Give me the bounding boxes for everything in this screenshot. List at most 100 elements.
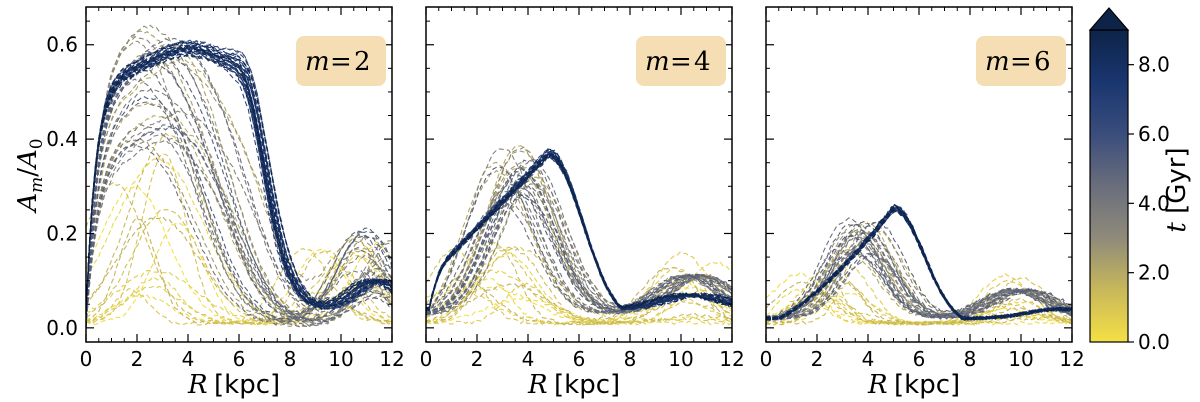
profile-curve: [766, 267, 1072, 326]
profile-curve: [426, 193, 732, 314]
profile-curve: [426, 242, 732, 324]
profile-curve: [86, 78, 392, 328]
panel-m2-badge: m = 2: [296, 36, 386, 86]
profile-curve: [86, 95, 392, 327]
panel-m6-badge: m = 6: [976, 36, 1066, 86]
x-tick-label: 12: [1059, 347, 1084, 371]
profile-curve: [86, 47, 392, 314]
colorbar-tick-label: 0.0: [1138, 330, 1170, 354]
colorbar-label-symbol: t: [1162, 222, 1192, 233]
svg-text:Am/A0: Am/A0: [13, 138, 47, 213]
profile-curve: [86, 126, 392, 327]
x-label-unit-2: [kpc]: [554, 370, 620, 400]
panel-m6-label-eq: =: [1010, 47, 1032, 77]
profile-curve: [86, 53, 392, 315]
x-tick-label: 2: [471, 347, 484, 371]
panel-m2-label-value: 2: [354, 47, 371, 77]
profile-curve: [766, 230, 1072, 321]
profile-curve: [86, 153, 392, 326]
profile-curve: [766, 209, 1072, 321]
x-tick-label: 10: [328, 347, 353, 371]
profile-curve: [766, 253, 1072, 321]
y-label-num-symbol: A: [13, 193, 43, 214]
y-label-den-sub: 0: [27, 138, 47, 149]
colorbar: 0.0 2.0 4.0 6.0 8.0 t [Gyr]: [1088, 7, 1192, 354]
profile-curve: [86, 139, 392, 327]
profile-curve: [86, 50, 392, 316]
colorbar-tick-label: 6.0: [1138, 122, 1170, 146]
profile-curve: [86, 46, 392, 313]
x-tick-label: 0: [760, 347, 773, 371]
x-axis-label-2: R [kpc]: [527, 370, 620, 400]
profile-curve: [86, 59, 392, 327]
x-tick-label: 8: [284, 347, 297, 371]
profile-curve: [86, 123, 392, 327]
panel-m6-label-value: 6: [1034, 47, 1051, 77]
x-tick-label: 10: [668, 347, 693, 371]
panel-m4-label-m: m: [645, 47, 670, 77]
colorbar-label: t [Gyr]: [1162, 147, 1192, 232]
profile-curve: [86, 101, 392, 327]
panel-m6-ticks: 0 2 4 6 8 10 12: [760, 7, 1085, 371]
y-label-num-sub: m: [27, 177, 47, 193]
x-tick-label: 4: [522, 347, 535, 371]
colorbar-ticks: 0.0 2.0 4.0 6.0 8.0: [1128, 53, 1170, 354]
colorbar-bar: [1089, 29, 1129, 343]
x-axis-label-1: R [kpc]: [187, 370, 280, 400]
profile-curve: [86, 248, 392, 326]
colorbar-tick-label: 8.0: [1138, 53, 1170, 77]
panel-m4-label-eq: =: [670, 47, 692, 77]
profile-curve: [426, 267, 732, 322]
y-axis-label: Am/A0: [13, 138, 47, 213]
panel-m4: 0 2 4 6 8 10 12 m = 4: [420, 6, 745, 371]
x-tick-label: 4: [862, 347, 875, 371]
profile-curve: [426, 184, 732, 316]
profile-curve: [426, 169, 732, 315]
panel-m2-curves: [86, 24, 392, 328]
profile-curve: [766, 266, 1072, 326]
y-tick-label: 0.0: [46, 316, 78, 340]
profile-curve: [86, 222, 392, 326]
colorbar-extend-arrow: [1088, 7, 1130, 31]
profile-curve: [766, 280, 1072, 326]
panel-m6: 0 2 4 6 8 10 12 m = 6: [760, 6, 1085, 371]
profile-curve: [766, 221, 1072, 321]
x-tick-label: 10: [1008, 347, 1033, 371]
profile-curve: [86, 58, 392, 327]
colorbar-label-unit: [Gyr]: [1162, 147, 1192, 214]
profile-curve: [426, 154, 732, 312]
x-tick-label: 0: [80, 347, 93, 371]
profile-curve: [426, 148, 732, 316]
panel-m4-ticks: 0 2 4 6 8 10 12: [420, 7, 745, 371]
x-tick-label: 0: [420, 347, 433, 371]
panel-m6-label-m: m: [985, 47, 1010, 77]
x-tick-label: 6: [573, 347, 586, 371]
x-tick-label: 4: [182, 347, 195, 371]
panel-m2-ticks: 0 2 4 6 8 10 12 0.0 0.2 0.4 0.6: [46, 7, 405, 371]
profile-curve: [766, 279, 1072, 326]
profile-curve: [766, 282, 1072, 326]
profile-curve: [426, 155, 732, 309]
y-tick-label: 0.6: [46, 33, 78, 57]
x-label-symbol-1: R: [187, 370, 208, 400]
x-label-symbol-3: R: [867, 370, 888, 400]
profile-curve: [766, 252, 1072, 320]
profile-curve: [86, 45, 392, 313]
svg-text:t [Gyr]: t [Gyr]: [1162, 147, 1192, 232]
panel-m2-label-eq: =: [330, 47, 352, 77]
profile-curve: [86, 52, 392, 327]
profile-curve: [86, 110, 392, 327]
profile-curve: [86, 46, 392, 315]
profile-curve: [86, 40, 392, 327]
panel-m2: 0 2 4 6 8 10 12 0.0 0.2 0.4 0.6 m = 2: [46, 6, 405, 371]
profile-curve: [86, 143, 392, 327]
x-tick-label: 6: [913, 347, 926, 371]
profile-curve: [426, 245, 732, 325]
profile-curve: [86, 49, 392, 315]
profile-curve: [86, 251, 392, 325]
profile-curve: [86, 40, 392, 315]
y-tick-label: 0.2: [46, 221, 78, 245]
y-tick-label: 0.4: [46, 127, 78, 151]
profile-curve: [426, 153, 732, 310]
